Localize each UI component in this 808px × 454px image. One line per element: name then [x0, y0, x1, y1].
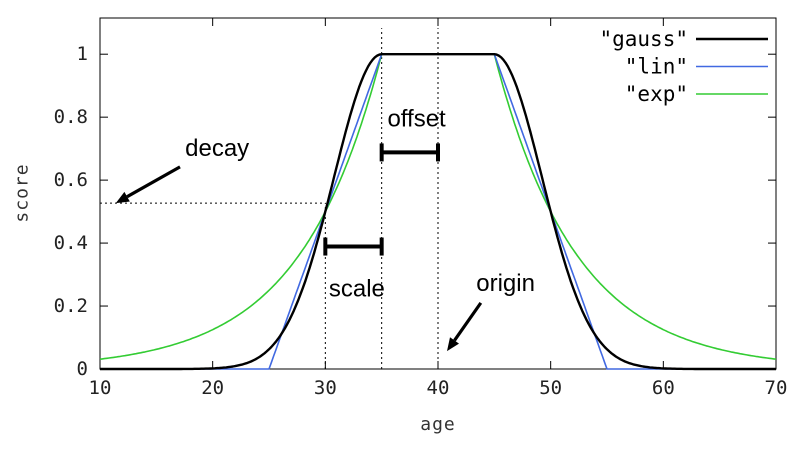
legend-label: "exp" [625, 82, 688, 106]
legend-label: "gauss" [599, 27, 688, 51]
x-tick-label: 20 [201, 377, 224, 399]
y-tick-label: 0 [77, 358, 88, 380]
y-tick-label: 0.6 [54, 169, 88, 191]
annotation-offset: offset [387, 106, 446, 133]
x-tick-label: 50 [539, 377, 562, 399]
y-tick-label: 1 [77, 43, 88, 65]
x-tick-label: 70 [765, 377, 788, 399]
x-tick-label: 40 [427, 377, 450, 399]
annotation-decay: decay [185, 135, 249, 162]
x-tick-label: 60 [652, 377, 675, 399]
y-tick-label: 0.4 [54, 232, 88, 254]
annotation-scale: scale [329, 276, 385, 303]
y-tick-label: 0.2 [54, 295, 88, 317]
arrow-line-origin [453, 301, 483, 342]
y-tick-label: 0.8 [54, 106, 88, 128]
y-axis-label: score [11, 163, 33, 223]
arrow-head-origin [447, 337, 459, 352]
x-tick-label: 30 [314, 377, 337, 399]
series-line-gauss [100, 53, 776, 371]
x-tick-label: 10 [89, 377, 112, 399]
arrow-line-decay [126, 165, 181, 199]
arrow-head-decay [115, 191, 130, 204]
legend-label: "lin" [625, 55, 688, 79]
x-axis-label: age [420, 414, 456, 435]
annotation-origin: origin [476, 270, 535, 297]
